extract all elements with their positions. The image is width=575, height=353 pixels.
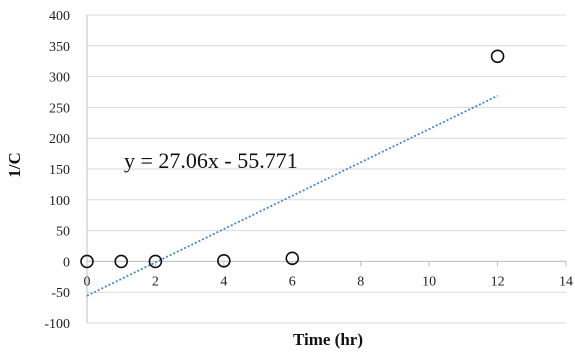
trendline-group — [86, 94, 498, 297]
y-tick-label: 50 — [56, 225, 70, 240]
x-tick-label: 6 — [289, 274, 296, 289]
y-tick-label: 0 — [63, 255, 70, 270]
data-points — [80, 49, 505, 269]
y-tick-label: 350 — [49, 40, 70, 55]
x-tick-label: 10 — [422, 274, 436, 289]
data-point — [217, 253, 231, 268]
y-tick-label: 200 — [49, 132, 70, 147]
x-axis-title: Time (hr) — [293, 330, 363, 349]
y-tick-label: -100 — [44, 317, 70, 332]
trendline — [86, 94, 498, 297]
data-point — [285, 251, 300, 266]
data-point — [80, 254, 94, 269]
data-point — [490, 49, 505, 64]
tick-labels: -100 -50 0 50 100 150 200 250 300 350 400 0 2 4 6 8 10 12… — [44, 9, 573, 332]
y-tick-label: 100 — [49, 194, 70, 209]
equation-label: y = 27.06x - 55.771 — [124, 148, 298, 173]
y-tick-label: -50 — [51, 286, 70, 301]
y-axis-title: 1/C — [5, 152, 24, 178]
x-tick-label: 8 — [357, 274, 364, 289]
y-tick-label: 150 — [49, 163, 70, 178]
data-point — [114, 254, 129, 269]
x-tick-label: 12 — [491, 274, 505, 289]
x-tick-label: 2 — [152, 274, 159, 289]
y-tick-label: 250 — [49, 101, 70, 116]
data-point — [148, 254, 163, 269]
axes — [86, 15, 567, 323]
y-tick-label: 400 — [49, 9, 70, 24]
x-tick-label: 4 — [220, 274, 227, 289]
x-tick-label: 0 — [84, 274, 91, 289]
x-tick-label: 14 — [559, 274, 573, 289]
y-tick-label: 300 — [49, 71, 70, 86]
